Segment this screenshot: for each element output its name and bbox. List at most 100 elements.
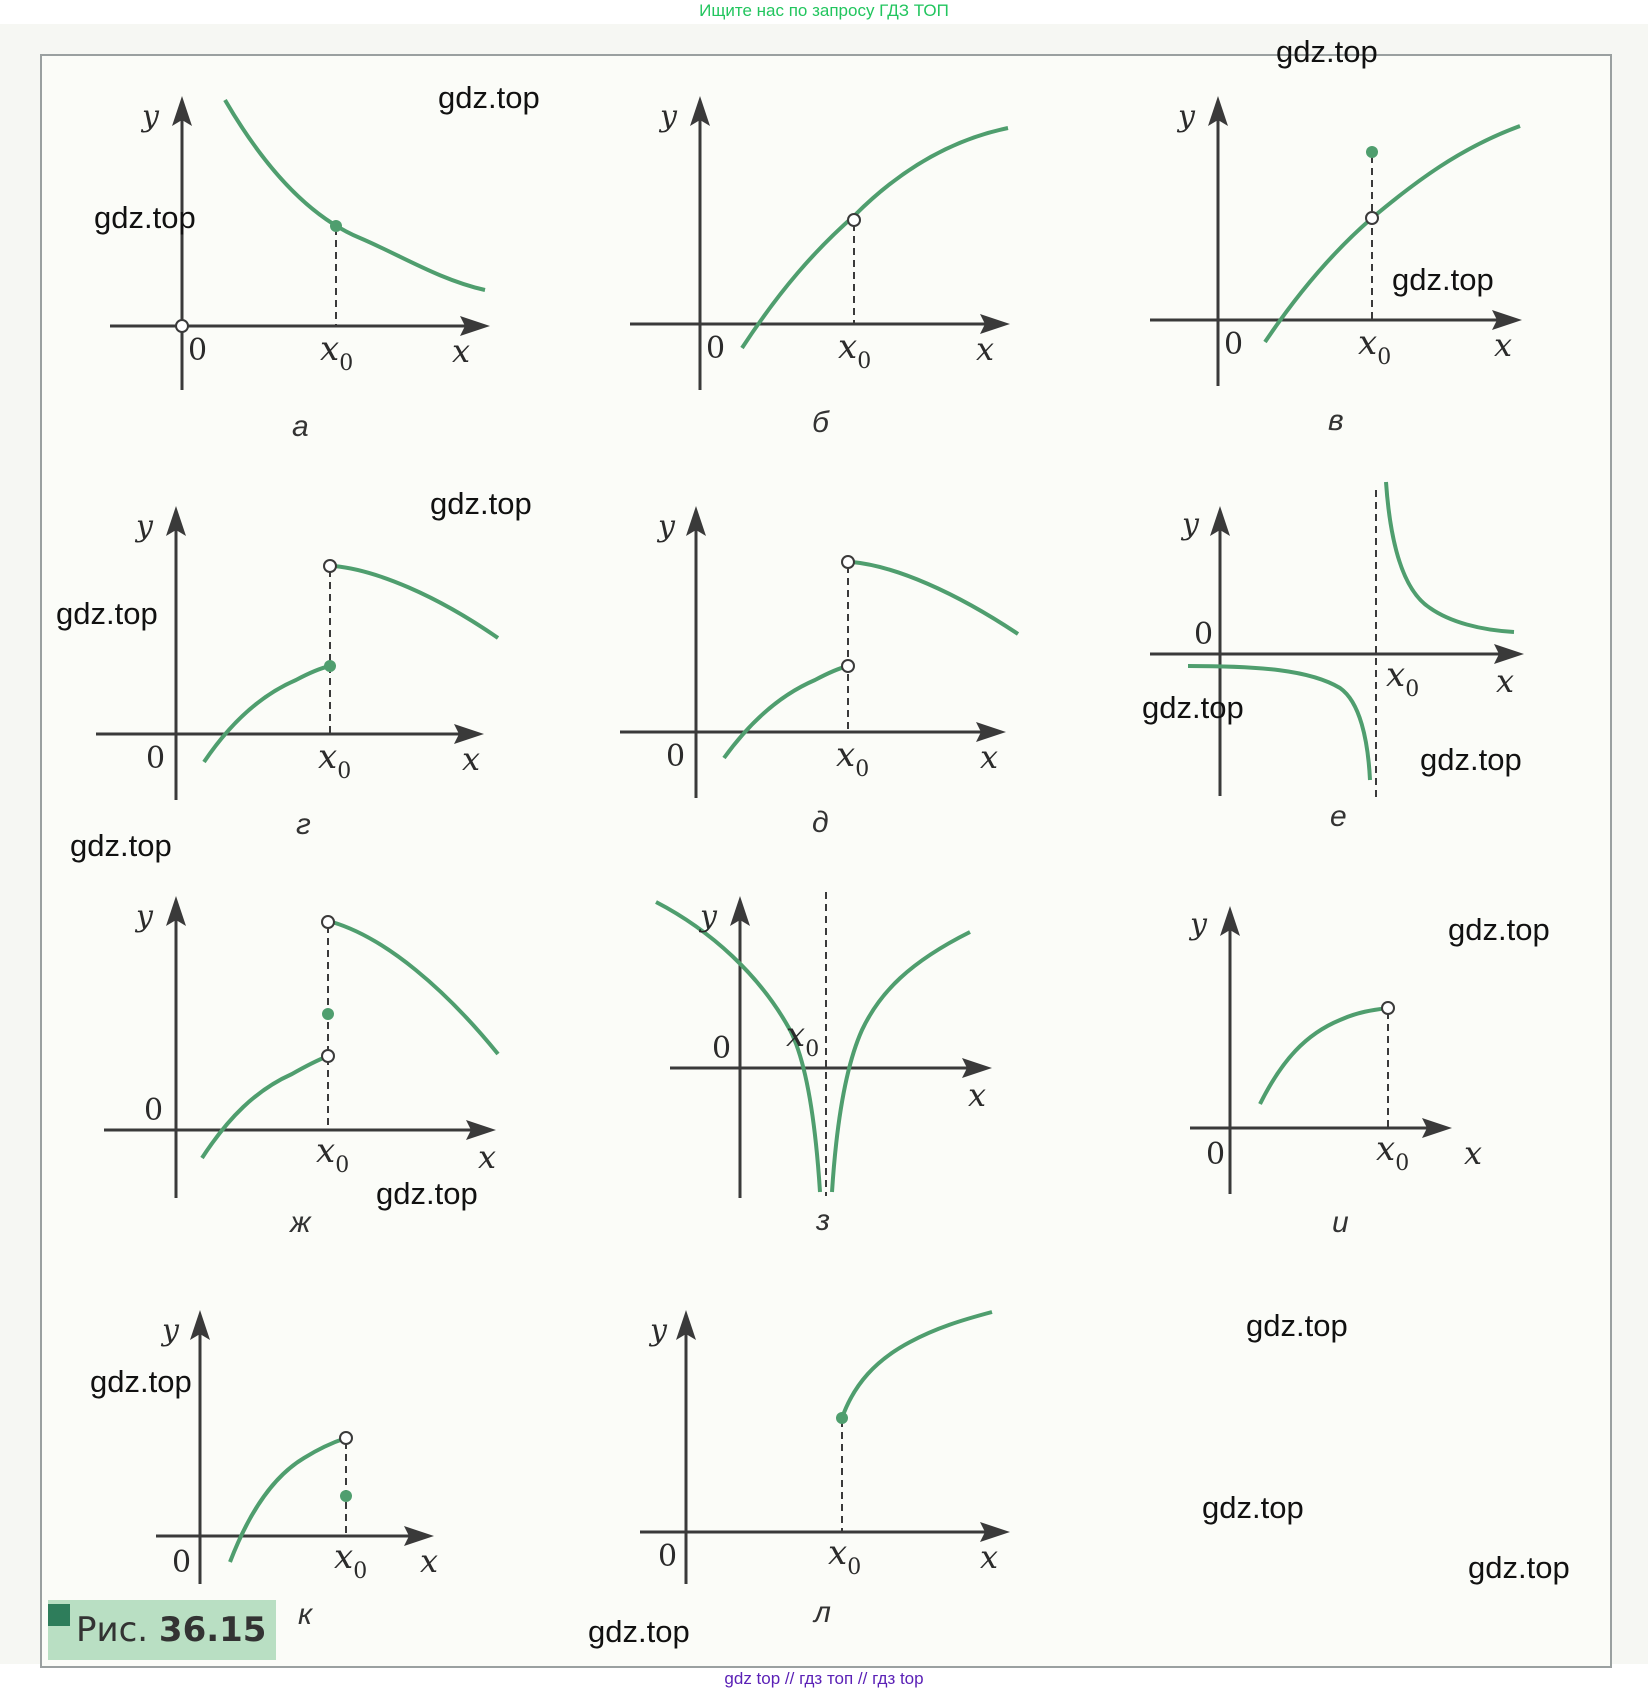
curve (840, 1310, 993, 1419)
open-point-upper (841, 555, 855, 569)
open-point (1365, 211, 1379, 225)
caption-z: з (816, 1204, 830, 1237)
watermark: gdz.top (430, 486, 532, 521)
y-label: y (656, 509, 676, 544)
x-arrow-icon (466, 1120, 496, 1140)
origin-label: 0 (144, 1093, 163, 1128)
curve (740, 126, 1009, 350)
watermark: gdz.top (438, 80, 540, 115)
caption-v: в (1328, 404, 1344, 437)
origin-label: 0 (1194, 617, 1213, 652)
y-arrow-icon (1208, 96, 1228, 126)
x0-label: x0 (320, 329, 353, 376)
y-label: y (160, 1313, 180, 1348)
y-arrow-icon (172, 96, 192, 126)
y-arrow-icon (1220, 906, 1240, 936)
y-arrow-icon (190, 1310, 210, 1340)
panel-l: y 0 x0 x (640, 1300, 1020, 1590)
watermark: gdz.top (94, 200, 196, 235)
filled-point (340, 1490, 352, 1502)
curve-left (655, 900, 822, 1193)
watermark: gdz.top (1468, 1550, 1570, 1585)
open-point-upper (321, 915, 335, 929)
origin-label: 0 (172, 1545, 191, 1580)
x-arrow-icon (976, 722, 1006, 742)
x-arrow-icon (962, 1058, 992, 1078)
y-label: y (698, 899, 718, 934)
panel-a: y 0 x0 x (100, 90, 500, 400)
y-arrow-icon (166, 896, 186, 926)
panel-z: y 0 x0 x (640, 880, 1020, 1210)
y-label: y (648, 1313, 668, 1348)
caption-g: г (296, 808, 311, 841)
x-label: x (452, 332, 470, 370)
figure-label: Рис. 36.15 (48, 1600, 277, 1660)
caption-e: е (1330, 800, 1347, 833)
caption-l: л (814, 1596, 831, 1629)
page-marker-icon (48, 1604, 70, 1626)
y-arrow-icon (166, 506, 186, 536)
watermark: gdz.top (1276, 34, 1378, 69)
y-label: y (1180, 507, 1200, 542)
y-label: y (140, 99, 160, 134)
curve (228, 1436, 347, 1563)
origin-label: 0 (188, 333, 207, 368)
filled-point (330, 220, 342, 232)
x-arrow-icon (1422, 1118, 1452, 1138)
bottom-banner[interactable]: gdz top // гдз топ // гдз top (724, 1669, 924, 1688)
panel-b: y 0 x0 x (630, 90, 1030, 400)
caption-zh: ж (290, 1206, 311, 1239)
top-banner[interactable]: Ищите нас по запросу ГДЗ ТОП (699, 1, 949, 20)
curve (1258, 1006, 1389, 1105)
watermark: gdz.top (376, 1176, 478, 1211)
panel-e: y 0 x0 x (1140, 480, 1560, 800)
origin-label: 0 (666, 739, 685, 774)
origin-label: 0 (706, 331, 725, 366)
watermark: gdz.top (1392, 262, 1494, 297)
x-arrow-icon (454, 724, 484, 744)
watermark: gdz.top (56, 596, 158, 631)
figure-prefix: Рис. (76, 1610, 149, 1650)
curve-right (1384, 481, 1515, 634)
y-arrow-icon (1210, 506, 1230, 536)
caption-i: и (1332, 1206, 1349, 1239)
x0-label: x0 (1376, 1129, 1409, 1176)
x-label: x (980, 738, 998, 776)
y-arrow-icon (676, 1310, 696, 1340)
watermark: gdz.top (1420, 742, 1522, 777)
x0-label: x0 (316, 1131, 349, 1178)
y-arrow-icon (690, 96, 710, 126)
x0-label: x0 (318, 737, 351, 784)
open-point-lower (841, 659, 855, 673)
watermark: gdz.top (1448, 912, 1550, 947)
caption-k: к (298, 1598, 313, 1631)
x-label: x (1464, 1134, 1482, 1172)
x0-label: x0 (786, 1015, 819, 1062)
curve-right (851, 560, 1020, 636)
x0-label: x0 (1386, 655, 1419, 702)
x0-label: x0 (1358, 323, 1391, 370)
y-label: y (1176, 99, 1196, 134)
watermark: gdz.top (588, 1614, 690, 1649)
origin-label: 0 (658, 1539, 677, 1574)
filled-point (1366, 146, 1378, 158)
curve-left (202, 664, 331, 764)
watermark: gdz.top (70, 828, 172, 863)
x-label: x (462, 740, 480, 778)
y-arrow-icon (730, 896, 750, 926)
open-point (339, 1431, 353, 1445)
panel-d: y 0 x0 x (620, 500, 1020, 810)
x-arrow-icon (1492, 310, 1522, 330)
filled-point (322, 1008, 334, 1020)
curve-right (333, 564, 500, 640)
origin-label: 0 (1206, 1137, 1225, 1172)
open-point (175, 319, 189, 333)
y-label: y (134, 509, 154, 544)
x-arrow-icon (980, 314, 1010, 334)
x-label: x (1494, 326, 1512, 364)
origin-label: 0 (712, 1031, 731, 1066)
caption-a: а (292, 410, 309, 443)
caption-b: б (812, 406, 829, 439)
panel-g: y 0 x0 x (96, 500, 500, 810)
panel-v: y 0 x0 x (1150, 90, 1550, 400)
